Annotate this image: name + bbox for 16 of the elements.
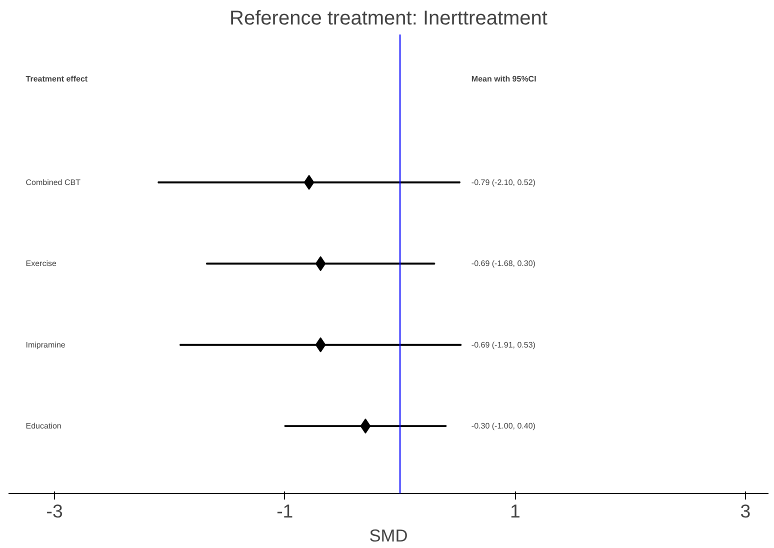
annotation: -0.69 (-1.91, 0.53) <box>471 340 536 350</box>
y-tick-label: Exercise <box>26 259 57 268</box>
text: Mean with 95%CI <box>471 74 536 84</box>
x-tick-label: 3 <box>740 500 751 522</box>
chart-title: Reference treatment: Inerttreatment <box>230 8 548 30</box>
text: Treatment effect <box>26 74 88 84</box>
y-tick-label: Combined CBT <box>26 178 81 187</box>
x-tick-label: 1 <box>510 500 520 522</box>
annotation: -0.69 (-1.68, 0.30) <box>471 259 536 268</box>
y-tick-label: Education <box>26 422 62 431</box>
x-axis-title: SMD <box>369 526 408 546</box>
y-tick-label: Imipramine <box>26 340 66 350</box>
x-tick-label: -3 <box>46 500 63 522</box>
annotation: -0.79 (-2.10, 0.52) <box>471 178 536 187</box>
x-tick-label: -1 <box>276 500 294 522</box>
annotation: -0.30 (-1.00, 0.40) <box>471 422 536 431</box>
